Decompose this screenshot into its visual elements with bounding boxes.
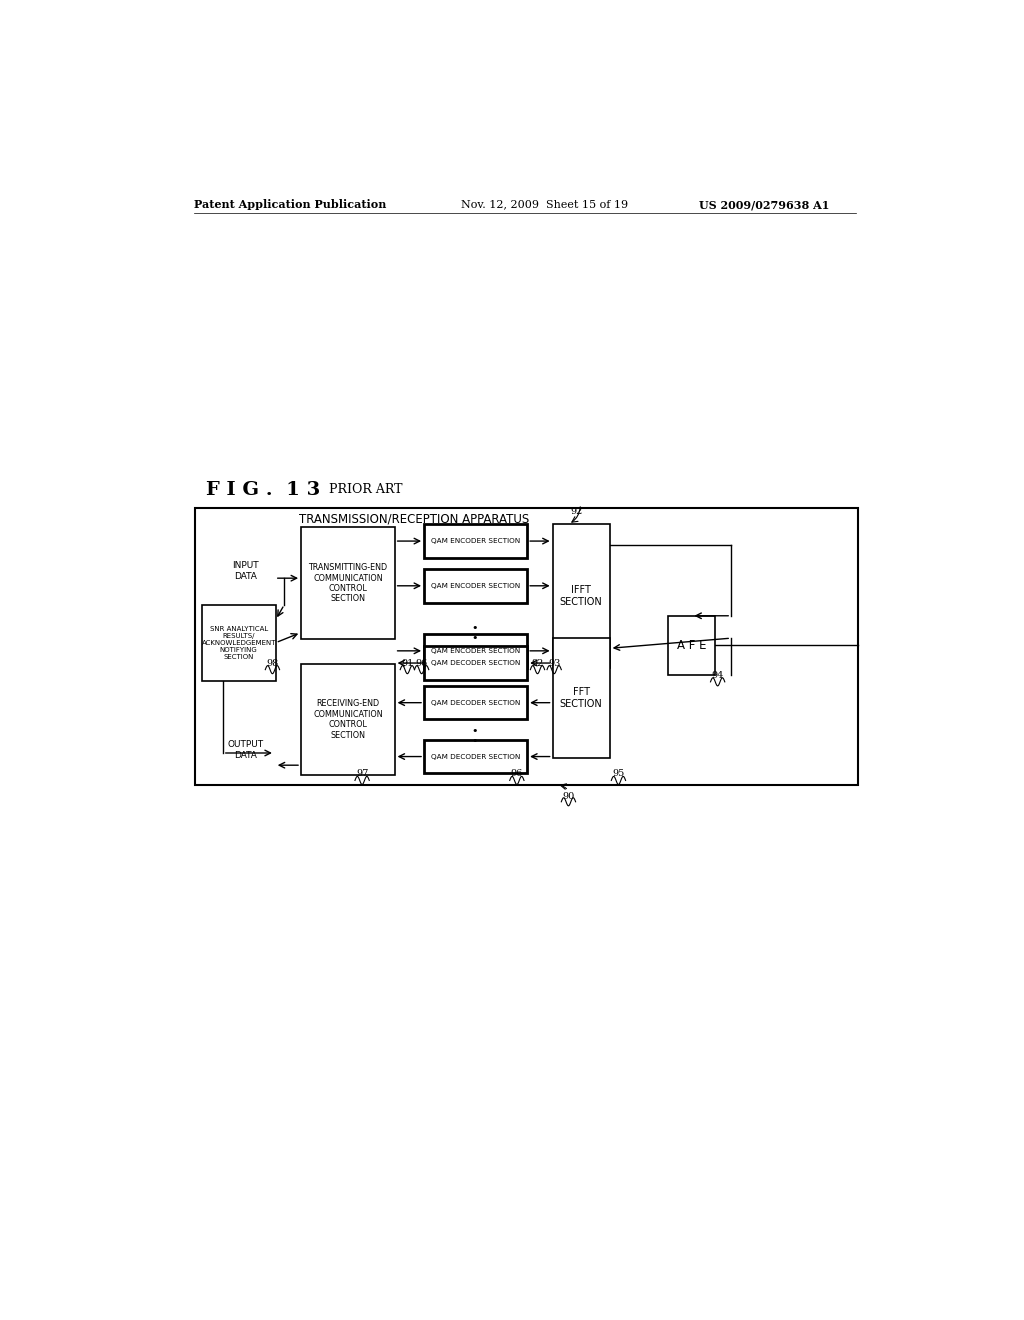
Text: 90: 90 [562,792,574,801]
Text: TRANSMISSION/RECEPTION APPARATUS: TRANSMISSION/RECEPTION APPARATUS [299,512,528,525]
Bar [668,615,715,675]
Text: 98: 98 [266,659,279,668]
Text: 94: 94 [712,671,724,680]
Bar [301,528,394,639]
Text: QAM ENCODER SECTION: QAM ENCODER SECTION [431,583,520,589]
Text: INPUT
DATA: INPUT DATA [232,561,259,581]
Bar [553,638,609,758]
Bar [553,524,609,668]
Text: FFT
SECTION: FFT SECTION [560,688,602,709]
Text: F I G .  1 3: F I G . 1 3 [206,480,321,499]
Text: 97: 97 [356,770,369,779]
Text: 92: 92 [570,507,584,516]
Text: •
•: • • [472,726,478,746]
Bar [424,647,527,680]
Text: •
•: • • [472,623,478,643]
Bar [424,634,527,668]
Text: QAM DECODER SECTION: QAM DECODER SECTION [431,754,520,759]
Bar [424,524,527,558]
Text: A F E: A F E [677,639,707,652]
Bar [301,664,394,775]
Text: QAM DECODER SECTION: QAM DECODER SECTION [431,660,520,667]
Text: IFFT
SECTION: IFFT SECTION [560,585,602,607]
Text: Patent Application Publication: Patent Application Publication [194,199,386,210]
Text: 91: 91 [401,659,414,668]
Bar [424,686,527,719]
Text: Nov. 12, 2009  Sheet 15 of 19: Nov. 12, 2009 Sheet 15 of 19 [461,199,629,210]
Bar [196,508,858,784]
Text: TRANSMITTING-END
COMMUNICATION
CONTROL
SECTION: TRANSMITTING-END COMMUNICATION CONTROL S… [308,564,387,603]
Text: 92: 92 [531,659,544,668]
Text: 95: 95 [612,770,625,779]
Text: QAM ENCODER SECTION: QAM ENCODER SECTION [431,539,520,544]
Text: US 2009/0279638 A1: US 2009/0279638 A1 [699,199,829,210]
Text: SNR ANALYTICAL
RESULTS/
ACKNOWLEDGEMENT
NOTIFYING
SECTION: SNR ANALYTICAL RESULTS/ ACKNOWLEDGEMENT … [202,626,275,660]
Text: 93: 93 [548,659,560,668]
Text: QAM ENCODER SECTION: QAM ENCODER SECTION [431,648,520,653]
Text: 96: 96 [416,659,428,668]
Text: 96: 96 [511,770,523,779]
Bar [424,739,527,774]
Bar [424,569,527,602]
Text: QAM DECODER SECTION: QAM DECODER SECTION [431,700,520,706]
Text: PRIOR ART: PRIOR ART [329,483,402,496]
Bar [202,605,275,681]
Text: OUTPUT
DATA: OUTPUT DATA [227,741,263,759]
Text: RECEIVING-END
COMMUNICATION
CONTROL
SECTION: RECEIVING-END COMMUNICATION CONTROL SECT… [313,700,383,739]
